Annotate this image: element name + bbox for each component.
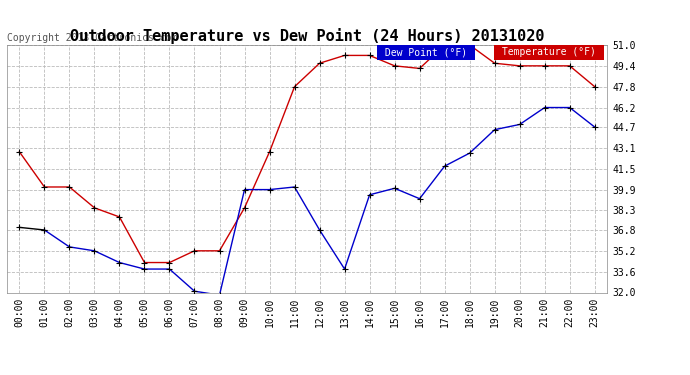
- Text: Dew Point (°F): Dew Point (°F): [379, 48, 473, 57]
- Text: Copyright 2013 Cartronics.com: Copyright 2013 Cartronics.com: [7, 33, 177, 42]
- Title: Outdoor Temperature vs Dew Point (24 Hours) 20131020: Outdoor Temperature vs Dew Point (24 Hou…: [70, 28, 544, 44]
- Text: Temperature (°F): Temperature (°F): [496, 48, 602, 57]
